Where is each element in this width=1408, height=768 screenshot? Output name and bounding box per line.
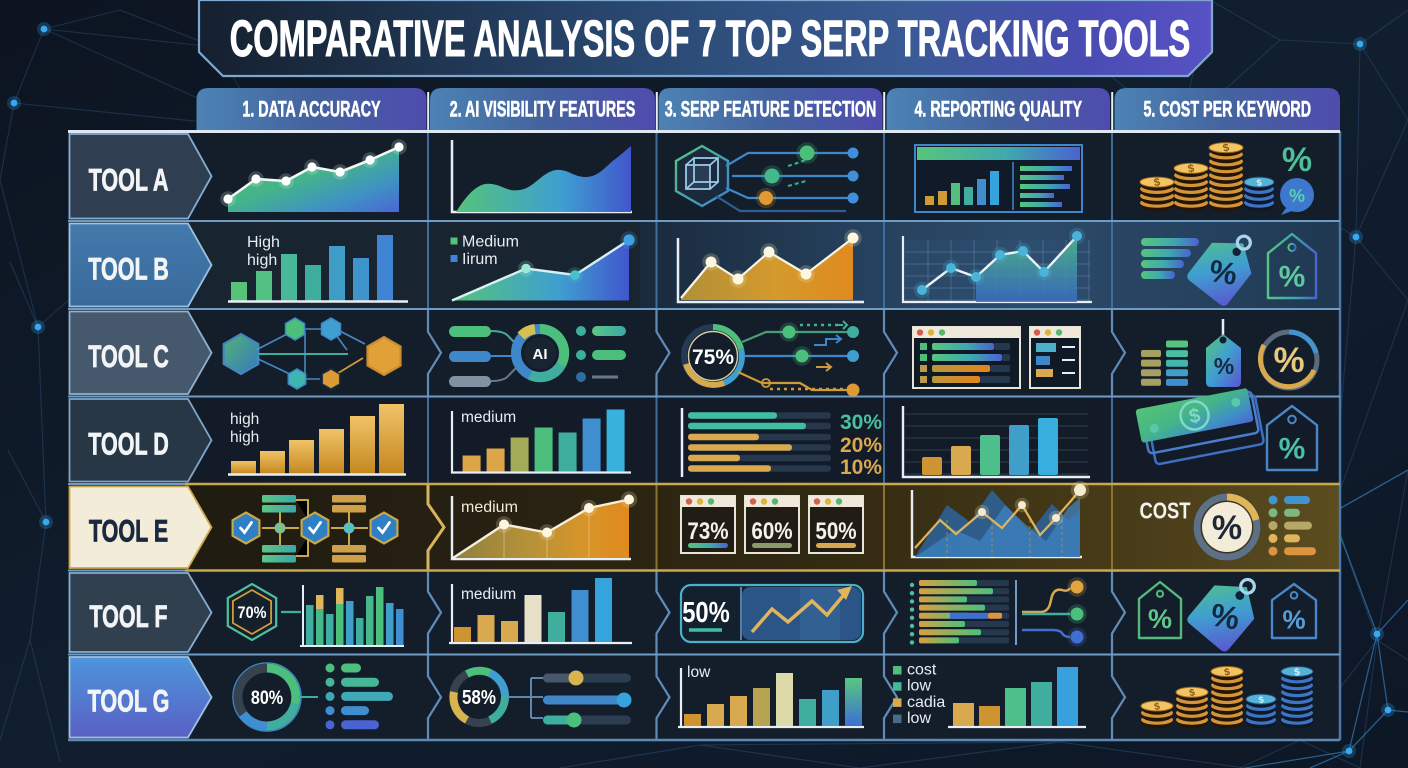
svg-text:5. COST PER KEYWORD: 5. COST PER KEYWORD (1143, 96, 1311, 121)
svg-text:$: $ (1153, 701, 1161, 713)
svg-text:TOOL A: TOOL A (89, 163, 169, 198)
svg-text:TOOL G: TOOL G (88, 684, 170, 719)
svg-text:$: $ (1223, 667, 1231, 679)
svg-text:low: low (687, 664, 711, 681)
svg-text:TOOL C: TOOL C (88, 339, 169, 374)
svg-text:high: high (230, 429, 259, 446)
svg-text:high: high (247, 252, 277, 269)
svg-text:%: % (1282, 141, 1312, 179)
svg-text:$: $ (1256, 177, 1263, 188)
svg-text:low: low (907, 678, 931, 695)
svg-text:30%: 30% (840, 411, 882, 434)
svg-text:$: $ (1222, 142, 1230, 155)
svg-text:%: % (1273, 341, 1304, 380)
svg-text:TOOL E: TOOL E (89, 514, 168, 549)
svg-text:%: % (1279, 433, 1306, 466)
svg-text:TOOL D: TOOL D (88, 427, 169, 462)
svg-text:50%: 50% (815, 517, 856, 544)
svg-text:High: High (247, 234, 280, 251)
svg-text:%: % (1208, 596, 1242, 636)
svg-text:%: % (1212, 509, 1242, 547)
svg-text:medium: medium (461, 586, 516, 603)
svg-text:70%: 70% (238, 604, 267, 622)
svg-text:$: $ (1188, 687, 1196, 699)
svg-text:4. REPORTING QUALITY: 4. REPORTING QUALITY (914, 96, 1082, 121)
svg-text:Iirum: Iirum (462, 251, 498, 268)
svg-text:medium: medium (461, 409, 516, 426)
svg-text:$: $ (1258, 694, 1265, 705)
svg-text:%: % (1289, 186, 1305, 206)
svg-text:%: % (1207, 253, 1240, 292)
svg-text:%: % (1148, 604, 1172, 634)
svg-text:$: $ (1187, 405, 1202, 429)
svg-text:3. SERP FEATURE DETECTION: 3. SERP FEATURE DETECTION (665, 96, 877, 121)
svg-text:58%: 58% (462, 686, 496, 709)
svg-text:73%: 73% (687, 517, 728, 544)
svg-text:80%: 80% (251, 687, 284, 709)
svg-text:2. AI VISIBILITY FEATURES: 2. AI VISIBILITY FEATURES (450, 96, 636, 121)
svg-text:COST: COST (1139, 499, 1190, 524)
svg-text:medium: medium (461, 499, 518, 516)
svg-text:%: % (1214, 353, 1234, 379)
svg-text:60%: 60% (751, 517, 792, 544)
svg-text:$: $ (1293, 667, 1301, 679)
svg-text:%: % (1279, 261, 1306, 294)
svg-text:TOOL F: TOOL F (89, 599, 167, 634)
svg-text:$: $ (1187, 163, 1195, 176)
svg-text:%: % (1282, 604, 1305, 634)
svg-text:20%: 20% (840, 434, 882, 457)
svg-text:low: low (907, 710, 931, 727)
svg-text:high: high (230, 411, 259, 428)
svg-text:AI: AI (533, 346, 548, 363)
svg-text:10%: 10% (840, 456, 882, 479)
svg-text:50%: 50% (682, 596, 730, 629)
svg-text:TOOL B: TOOL B (88, 251, 169, 286)
svg-text:$: $ (1153, 176, 1161, 189)
svg-text:75%: 75% (692, 346, 734, 369)
svg-text:cadia: cadia (907, 694, 945, 711)
svg-text:COMPARATIVE ANALYSIS OF 7 TOP: COMPARATIVE ANALYSIS OF 7 TOP SERP TRACK… (230, 11, 1191, 68)
svg-text:cost: cost (907, 662, 937, 679)
svg-text:Medium: Medium (462, 234, 519, 251)
svg-text:1. DATA ACCURACY: 1. DATA ACCURACY (242, 96, 381, 121)
